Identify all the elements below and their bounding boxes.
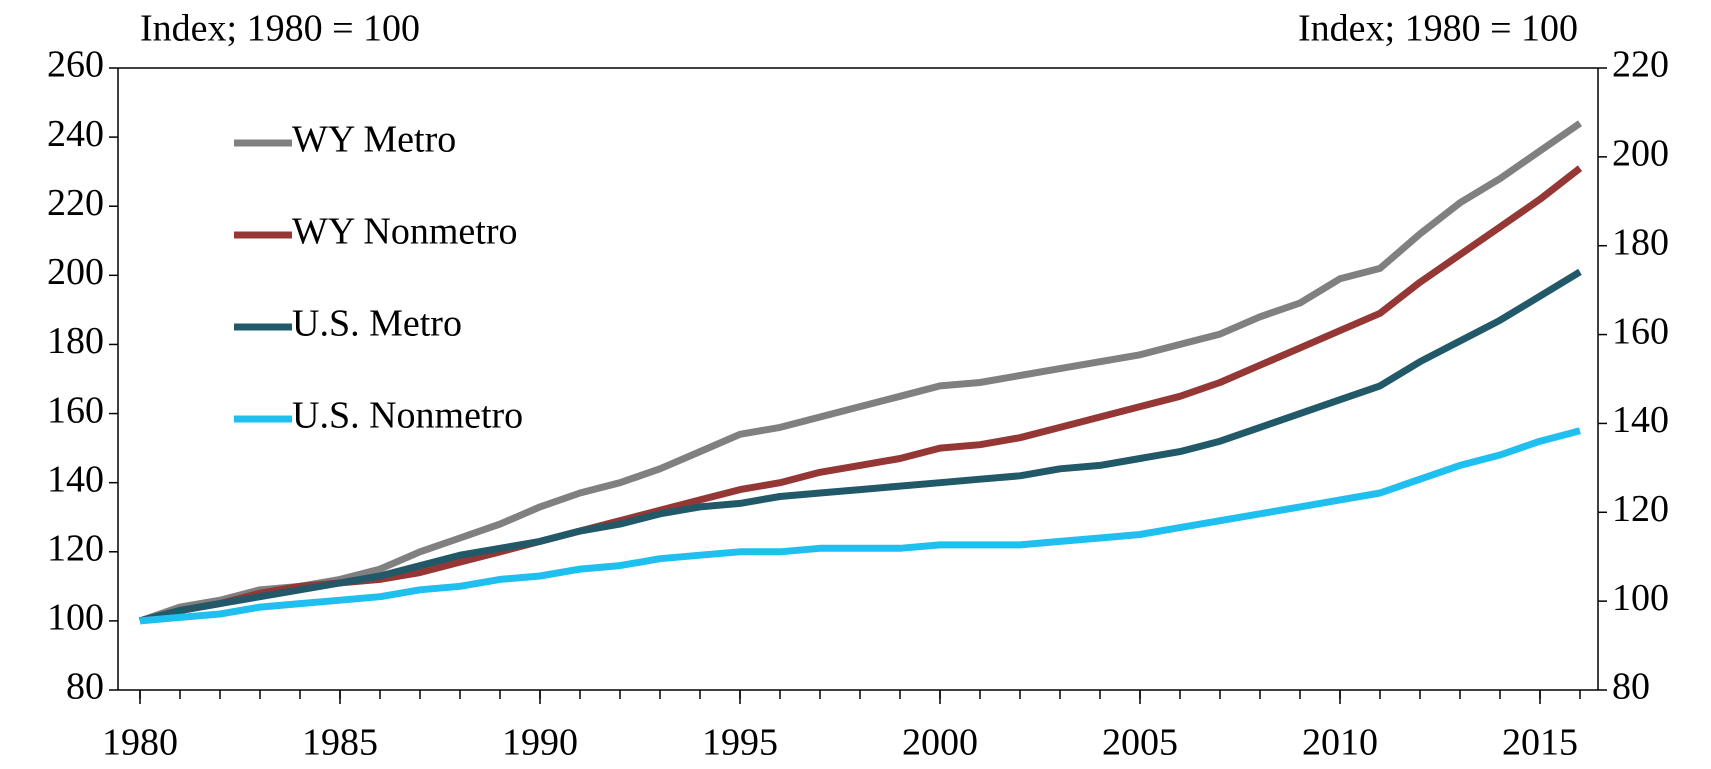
y2-tick-label: 140	[1612, 399, 1669, 441]
y-tick-label: 240	[47, 113, 104, 155]
y-tick-label: 180	[47, 320, 104, 362]
line-series	[138, 120, 1582, 625]
legend-label: WY Nonmetro	[292, 211, 517, 253]
y-tick-label: 160	[47, 389, 104, 431]
y2-tick-label: 120	[1612, 488, 1669, 530]
line-series	[139, 427, 1581, 625]
x-tick-label: 2010	[1302, 722, 1378, 764]
x-tick-label: 1985	[302, 722, 378, 764]
x-tick-label: 1980	[102, 722, 178, 764]
x-tick-label: 1990	[502, 722, 578, 764]
y-tick-label: 80	[66, 666, 104, 708]
line-series	[139, 268, 1582, 625]
y-tick-label: 260	[47, 44, 104, 86]
x-tick-label: 2015	[1502, 722, 1578, 764]
y2-tick-label: 100	[1612, 577, 1669, 619]
legend-label: WY Metro	[292, 119, 456, 161]
y2-tick-label: 160	[1612, 310, 1669, 352]
y2-tick-label: 200	[1612, 133, 1669, 175]
y-tick-label: 220	[47, 182, 104, 224]
y2-tick-label: 220	[1612, 44, 1669, 86]
y-tick-label: 140	[47, 458, 104, 500]
legend-label: U.S. Metro	[292, 303, 462, 345]
y-tick-label: 100	[47, 597, 104, 639]
y2-tick-label: 80	[1612, 666, 1650, 708]
x-tick-label: 2000	[902, 722, 978, 764]
y2-axis-label: Index; 1980 = 100	[1298, 8, 1578, 50]
x-tick-label: 1995	[702, 722, 778, 764]
y-axis-label: Index; 1980 = 100	[140, 8, 420, 50]
y2-tick-label: 180	[1612, 221, 1669, 263]
x-tick-label: 2005	[1102, 722, 1178, 764]
legend-label: U.S. Nonmetro	[292, 395, 523, 437]
y-tick-label: 200	[47, 251, 104, 293]
y-tick-label: 120	[47, 527, 104, 569]
